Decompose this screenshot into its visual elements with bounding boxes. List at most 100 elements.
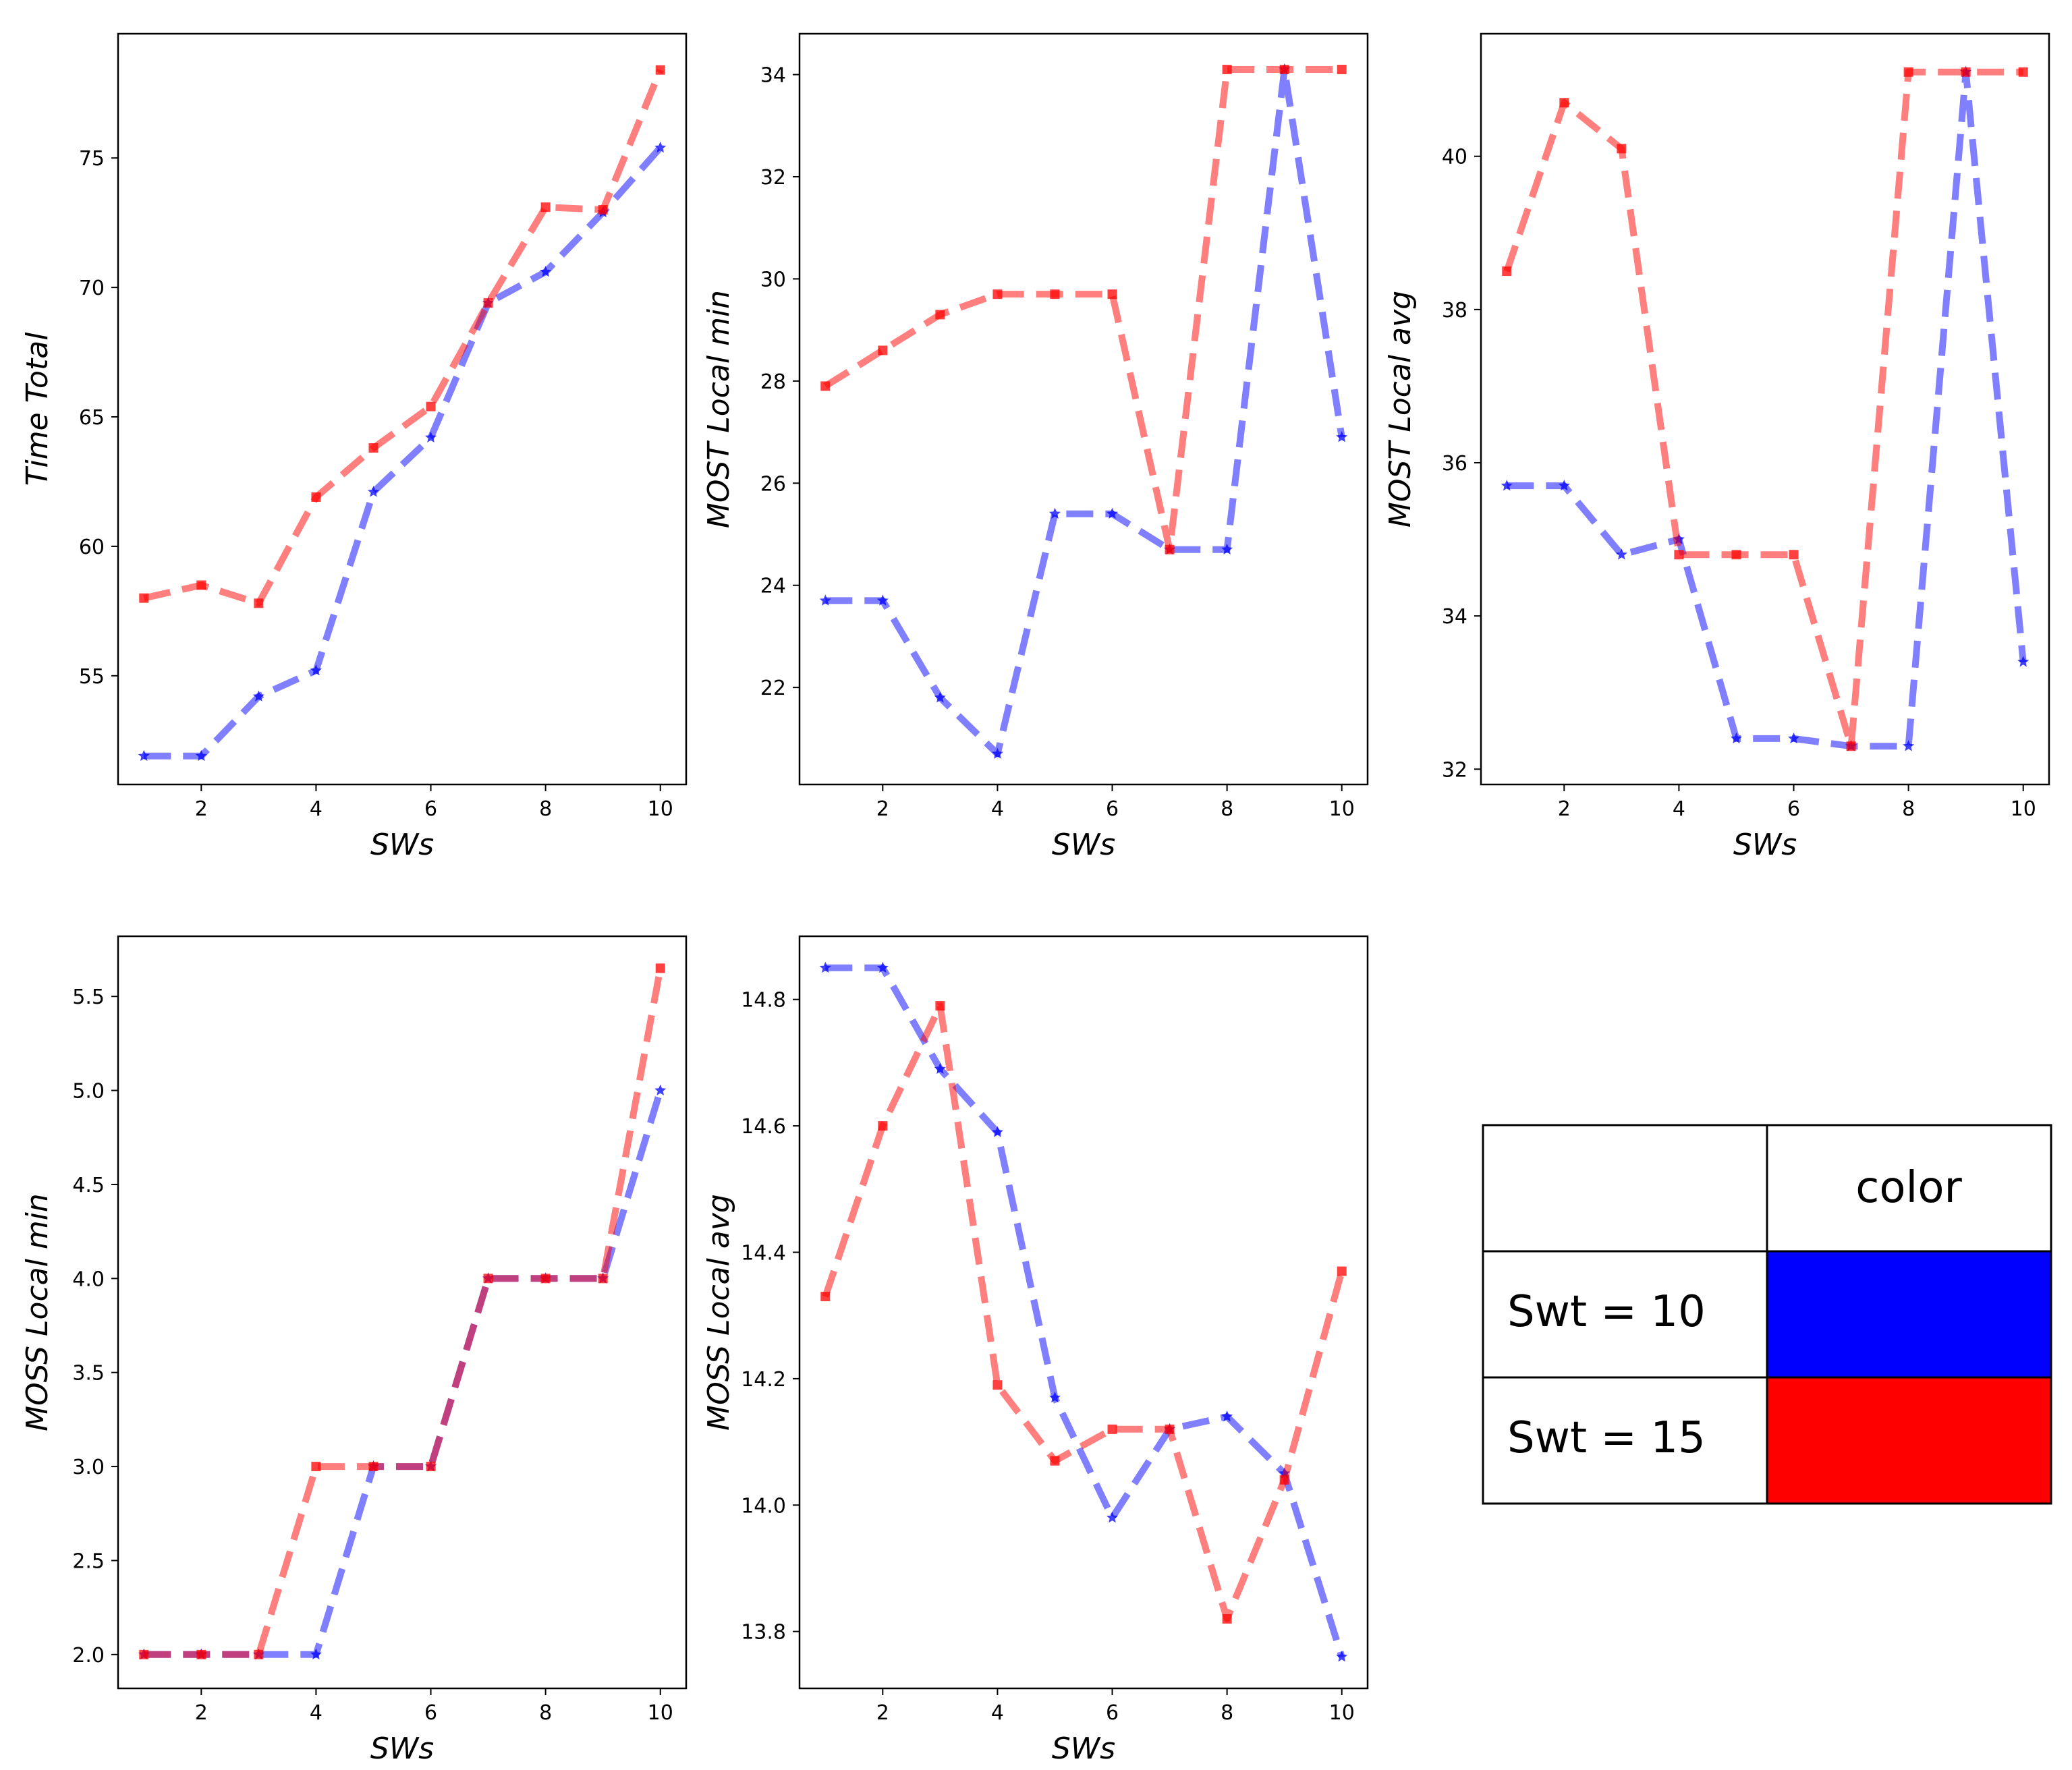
x-tick-label: 4: [310, 797, 323, 821]
legend-header-empty-cell: [1482, 1124, 1768, 1253]
data-point-swt15: [368, 443, 379, 453]
data-point-swt10: [1107, 507, 1119, 519]
y-tick-label: 38: [1442, 299, 1467, 322]
legend-row-2-color-swatch: [1766, 1376, 2052, 1505]
plot-area: [798, 32, 1369, 786]
x-tick-label: 2: [195, 1701, 208, 1725]
x-axis-title: SWs: [1733, 828, 1797, 862]
y-tick-label: 55: [79, 665, 105, 689]
data-point-swt15: [1279, 65, 1289, 74]
y-tick-label: 3.0: [72, 1456, 105, 1479]
data-point-swt15: [1559, 98, 1569, 108]
data-point-swt15: [655, 963, 665, 973]
series-line-swt15: [822, 1002, 1345, 1622]
data-point-swt15: [878, 1121, 888, 1131]
data-point-swt10: [367, 486, 379, 497]
plot-area: [798, 935, 1369, 1690]
series-line-swt15: [144, 967, 664, 1658]
data-point-swt15: [1337, 1266, 1347, 1276]
y-tick-label: 13.8: [741, 1621, 786, 1645]
y-tick-label: 32: [1442, 758, 1467, 782]
y-tick-label: 60: [79, 536, 105, 559]
x-tick-label: 6: [424, 797, 437, 821]
data-point-swt15: [820, 1292, 831, 1302]
series-line-swt10: [825, 66, 1345, 758]
data-point-swt15: [196, 1649, 206, 1659]
x-axis-title: SWs: [1052, 1732, 1115, 1766]
plot-area: [117, 935, 688, 1690]
data-point-swt10: [934, 1062, 946, 1074]
y-tick-label: 34: [1442, 605, 1467, 629]
data-point-swt15: [1107, 289, 1117, 299]
y-axis-title: MOST Local min: [702, 290, 736, 528]
x-tick-label: 8: [539, 797, 552, 821]
data-point-swt10: [1221, 1410, 1233, 1422]
y-tick-label: 32: [760, 166, 786, 190]
y-axis-title: MOSS Local min: [20, 1193, 55, 1431]
data-point-swt15: [311, 492, 321, 502]
y-tick-label: 70: [79, 277, 105, 300]
subplot-5: 2 4 6 8 10 13.8 14.0 14.2 14.4 14.6 14.8 SWs MOSS Lo…: [702, 935, 1369, 1766]
plot-area: [117, 32, 688, 786]
data-point-swt15: [1107, 1424, 1117, 1434]
legend-header-color-cell: [1766, 1124, 2052, 1253]
data-point-swt10: [654, 141, 667, 153]
data-point-swt15: [139, 593, 149, 603]
data-point-swt10: [1615, 548, 1627, 560]
data-point-swt15: [1961, 67, 1971, 77]
data-point-swt10: [425, 431, 437, 442]
x-tick-label: 2: [876, 1701, 889, 1725]
x-tick-label: 2: [1558, 797, 1571, 821]
y-axis-title: MOSS Local avg: [702, 1194, 736, 1431]
x-tick-label: 10: [2011, 797, 2036, 821]
y-tick-label: 5.5: [72, 986, 105, 1009]
x-tick-label: 4: [310, 1701, 323, 1725]
data-point-swt15: [1731, 550, 1741, 560]
data-point-swt15: [1165, 544, 1175, 554]
series-line-swt10: [825, 964, 1345, 1658]
x-tick-label: 6: [424, 1701, 437, 1725]
x-tick-label: 4: [1673, 797, 1685, 821]
y-tick-label: 36: [1442, 452, 1467, 476]
data-point-swt10: [934, 691, 946, 703]
data-point-swt10: [1048, 507, 1061, 519]
y-tick-label: 2.0: [72, 1644, 105, 1667]
data-point-swt15: [935, 1001, 945, 1011]
series-line-swt15: [143, 68, 664, 607]
x-axis-title: SWs: [370, 1732, 434, 1766]
data-point-swt15: [1279, 1475, 1289, 1485]
x-tick-label: 10: [648, 797, 673, 821]
x-tick-label: 8: [1221, 797, 1233, 821]
data-point-swt10: [1336, 431, 1348, 442]
x-tick-label: 8: [539, 1701, 552, 1725]
y-tick-label: 14.2: [741, 1368, 786, 1392]
data-point-swt10: [1558, 480, 1570, 491]
y-tick-label: 75: [79, 147, 105, 171]
x-axis-title: SWs: [370, 828, 434, 862]
x-tick-label: 8: [1902, 797, 1915, 821]
data-point-swt15: [139, 1649, 149, 1659]
data-point-swt10: [819, 961, 831, 973]
y-tick-label: 4.0: [72, 1267, 105, 1291]
data-point-swt15: [1903, 67, 1913, 77]
data-point-swt15: [1050, 1456, 1060, 1466]
data-point-swt10: [876, 594, 889, 606]
series-line-swt15: [1503, 68, 2023, 750]
data-point-swt15: [1502, 266, 1512, 277]
data-point-swt10: [1730, 732, 1742, 744]
data-point-swt10: [1903, 740, 1915, 751]
x-tick-label: 4: [991, 797, 1004, 821]
x-tick-label: 6: [1106, 797, 1119, 821]
legend-row-2-label: Swt = 15: [1507, 1413, 1706, 1463]
data-point-swt15: [1222, 1614, 1232, 1624]
data-point-swt15: [311, 1462, 321, 1472]
data-point-swt10: [310, 664, 322, 676]
legend-row-2-label-cell: [1482, 1376, 1768, 1505]
data-point-swt15: [878, 345, 888, 355]
data-point-swt10: [1221, 543, 1233, 554]
data-point-swt15: [1789, 550, 1799, 560]
x-axis-title: SWs: [1052, 828, 1115, 862]
y-tick-label: 24: [760, 575, 786, 598]
data-point-swt15: [368, 1462, 379, 1472]
